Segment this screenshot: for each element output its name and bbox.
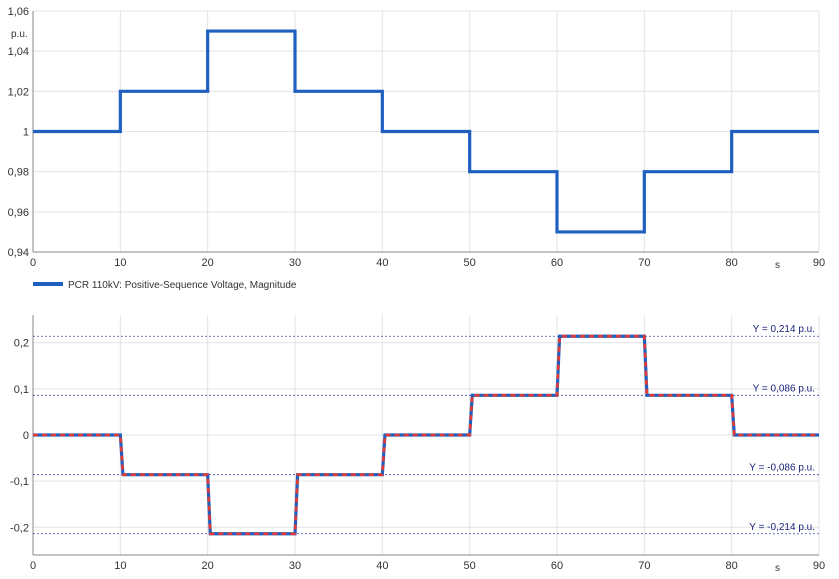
y-tick-label: 0,98 — [8, 167, 29, 179]
x-tick-label: 30 — [289, 257, 301, 269]
chart-voltage-deviation: 0 10 20 30 40 50 60 70 80 90 -0,2 -0,1 0 0,1 0,2 Y = 0,… — [10, 315, 825, 574]
x-tick-label: 90 — [813, 560, 825, 572]
y-tick-label: 1,06 — [8, 6, 29, 18]
x-tick-label: 70 — [638, 257, 650, 269]
x-tick-label: 50 — [464, 257, 476, 269]
reference-line-label: Y = -0,214 p.u. — [749, 522, 815, 533]
x-tick-label: 0 — [30, 257, 36, 269]
x-axis-unit-label: s — [775, 260, 780, 271]
chart-voltage-magnitude: 0 10 20 30 40 50 60 70 80 90 0,94 0,96 0,98 1 1,02 1,04… — [8, 6, 826, 291]
x-tick-label: 50 — [464, 560, 476, 572]
x-tick-label: 40 — [376, 257, 388, 269]
x-tick-label: 10 — [114, 560, 126, 572]
y-axis-unit-label: p.u. — [11, 29, 28, 40]
series-line-0 — [33, 29, 819, 234]
x-tick-label: 70 — [638, 560, 650, 572]
y-tick-label: -0,1 — [10, 476, 29, 488]
legend-label: PCR 110kV: Positive-Sequence Voltage, Ma… — [68, 280, 297, 291]
reference-line-label: Y = 0,214 p.u. — [753, 324, 815, 335]
reference-line-label: Y = 0,086 p.u. — [753, 383, 815, 394]
x-tick-label: 80 — [726, 257, 738, 269]
x-tick-label: 90 — [813, 257, 825, 269]
y-tick-label: 1 — [23, 127, 29, 139]
y-tick-label: 1,02 — [8, 86, 29, 98]
y-tick-label: 0,96 — [8, 207, 29, 219]
x-tick-label: 20 — [202, 257, 214, 269]
x-tick-label: 60 — [551, 257, 563, 269]
x-tick-label: 20 — [202, 560, 214, 572]
x-tick-label: 80 — [726, 560, 738, 572]
y-tick-label: -0,2 — [10, 522, 29, 534]
y-tick-label: 0 — [23, 430, 29, 442]
y-tick-label: 0,1 — [14, 384, 29, 396]
y-tick-label: 0,94 — [8, 247, 29, 259]
series-line-1 — [33, 334, 819, 536]
x-tick-label: 40 — [376, 560, 388, 572]
x-tick-label: 10 — [114, 257, 126, 269]
x-tick-label: 0 — [30, 560, 36, 572]
x-tick-label: 30 — [289, 560, 301, 572]
y-tick-label: 1,04 — [8, 46, 29, 58]
y-tick-label: 0,2 — [14, 338, 29, 350]
x-axis-unit-label: s — [775, 563, 780, 574]
x-tick-label: 60 — [551, 560, 563, 572]
reference-line-label: Y = -0,086 p.u. — [749, 463, 815, 474]
